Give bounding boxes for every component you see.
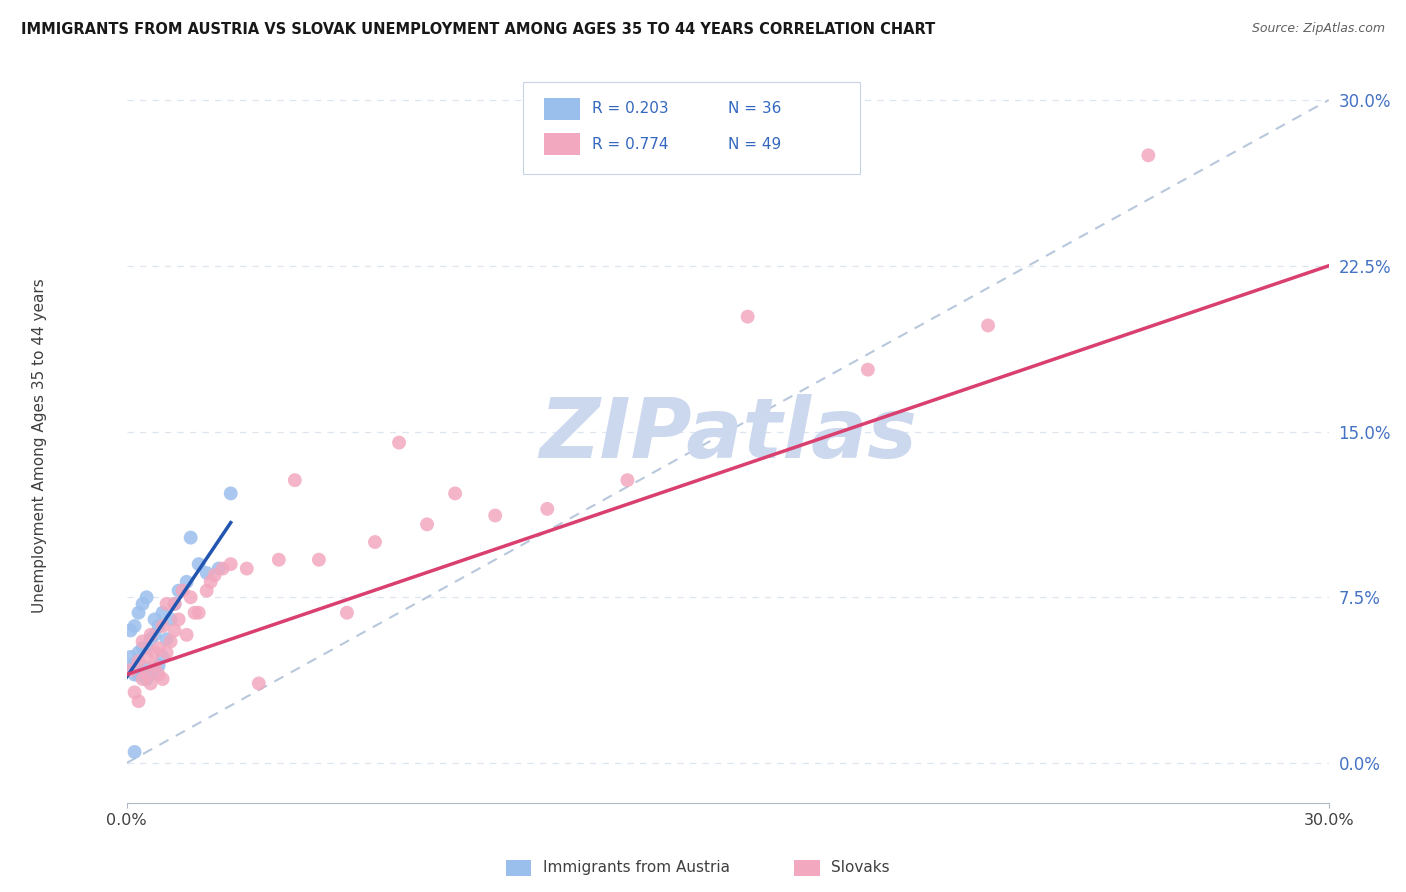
Point bbox=[135, 661, 157, 675]
Text: ZIPatlas: ZIPatlas bbox=[538, 394, 917, 475]
Bar bbox=[544, 98, 579, 120]
Text: R = 0.774: R = 0.774 bbox=[592, 136, 668, 152]
Point bbox=[219, 557, 242, 571]
Point bbox=[139, 667, 162, 681]
Point bbox=[247, 676, 270, 690]
Point bbox=[135, 672, 157, 686]
Point bbox=[152, 649, 174, 664]
Point bbox=[187, 557, 209, 571]
Point bbox=[135, 591, 157, 605]
Point bbox=[120, 649, 142, 664]
Point bbox=[176, 628, 198, 642]
Point bbox=[143, 628, 166, 642]
Point bbox=[737, 310, 759, 324]
Text: Slovaks: Slovaks bbox=[831, 861, 890, 875]
Point bbox=[124, 667, 146, 681]
Point bbox=[211, 561, 233, 575]
Text: Unemployment Among Ages 35 to 44 years: Unemployment Among Ages 35 to 44 years bbox=[32, 278, 46, 614]
Point bbox=[148, 658, 170, 673]
Point bbox=[143, 658, 166, 673]
Point bbox=[163, 597, 186, 611]
Point bbox=[977, 318, 1000, 333]
Point bbox=[131, 667, 153, 681]
Point bbox=[444, 486, 467, 500]
Point bbox=[148, 619, 170, 633]
Point bbox=[135, 667, 157, 681]
Point bbox=[195, 583, 218, 598]
Point bbox=[536, 501, 558, 516]
Point bbox=[128, 606, 150, 620]
Point bbox=[167, 583, 190, 598]
Text: Immigrants from Austria: Immigrants from Austria bbox=[543, 861, 730, 875]
Text: R = 0.203: R = 0.203 bbox=[592, 102, 668, 116]
Point bbox=[124, 685, 146, 699]
Point bbox=[124, 619, 146, 633]
Text: N = 36: N = 36 bbox=[728, 102, 780, 116]
Point bbox=[484, 508, 506, 523]
Point bbox=[284, 473, 307, 487]
Point bbox=[159, 612, 181, 626]
Point bbox=[172, 583, 194, 598]
Point bbox=[143, 646, 166, 660]
Point bbox=[135, 649, 157, 664]
Point bbox=[176, 574, 198, 589]
Point bbox=[148, 641, 170, 656]
Point bbox=[120, 624, 142, 638]
Point bbox=[128, 654, 150, 668]
Point bbox=[155, 632, 177, 647]
Point bbox=[195, 566, 218, 580]
Point bbox=[183, 606, 205, 620]
Point bbox=[163, 597, 186, 611]
Point bbox=[155, 646, 177, 660]
Point bbox=[115, 663, 138, 677]
Point bbox=[200, 574, 222, 589]
Point bbox=[143, 663, 166, 677]
Point bbox=[180, 531, 202, 545]
Point bbox=[159, 634, 181, 648]
Point bbox=[139, 676, 162, 690]
Point bbox=[135, 641, 157, 656]
Point bbox=[308, 552, 330, 566]
Point bbox=[204, 568, 226, 582]
Point bbox=[152, 619, 174, 633]
Point bbox=[416, 517, 439, 532]
Point bbox=[152, 672, 174, 686]
Point bbox=[131, 597, 153, 611]
Point bbox=[267, 552, 290, 566]
Point bbox=[208, 561, 231, 575]
Point bbox=[856, 362, 879, 376]
Point bbox=[131, 634, 153, 648]
Point bbox=[616, 473, 638, 487]
Point bbox=[128, 646, 150, 660]
Point bbox=[139, 632, 162, 647]
Point bbox=[219, 486, 242, 500]
Point bbox=[128, 694, 150, 708]
Point bbox=[167, 612, 190, 626]
Point bbox=[124, 745, 146, 759]
Point bbox=[131, 672, 153, 686]
Text: IMMIGRANTS FROM AUSTRIA VS SLOVAK UNEMPLOYMENT AMONG AGES 35 TO 44 YEARS CORRELA: IMMIGRANTS FROM AUSTRIA VS SLOVAK UNEMPL… bbox=[21, 22, 935, 37]
Point bbox=[128, 667, 150, 681]
Point bbox=[124, 657, 146, 671]
Point bbox=[143, 612, 166, 626]
Point bbox=[364, 535, 387, 549]
Point bbox=[180, 591, 202, 605]
Point bbox=[139, 628, 162, 642]
Point bbox=[187, 606, 209, 620]
Point bbox=[131, 641, 153, 656]
Text: N = 49: N = 49 bbox=[728, 136, 780, 152]
Point bbox=[155, 597, 177, 611]
Point bbox=[120, 663, 142, 677]
Bar bbox=[544, 133, 579, 155]
Point bbox=[148, 667, 170, 681]
Point bbox=[163, 624, 186, 638]
Point bbox=[388, 435, 411, 450]
Text: Source: ZipAtlas.com: Source: ZipAtlas.com bbox=[1251, 22, 1385, 36]
Point bbox=[235, 561, 259, 575]
FancyBboxPatch shape bbox=[523, 82, 860, 174]
Point bbox=[1137, 148, 1160, 162]
Point bbox=[152, 606, 174, 620]
Point bbox=[336, 606, 359, 620]
